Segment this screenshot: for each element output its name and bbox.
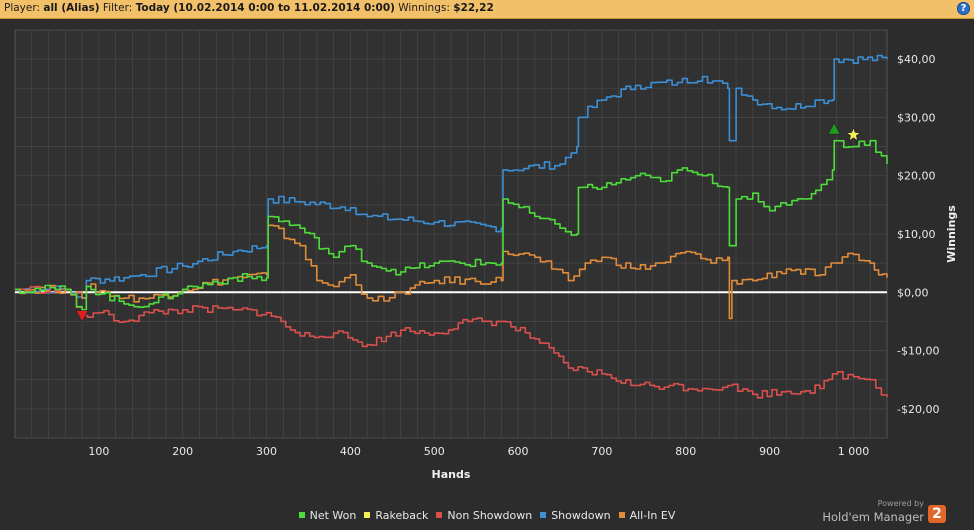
- series-line-net-won: [15, 139, 888, 311]
- x-tick-label: 100: [88, 445, 109, 458]
- y-tick-label: -$10,00: [897, 345, 939, 358]
- series-line-all-in-ev: [15, 224, 888, 320]
- chart-header-bar: Player: all (Alias) Filter: Today (10.02…: [0, 0, 974, 19]
- x-tick-label: 200: [172, 445, 193, 458]
- filter-value: Today (10.02.2014 0:00 to 11.02.2014 0:0…: [135, 2, 395, 14]
- legend-item[interactable]: Showdown: [540, 509, 611, 522]
- brand-name: Hold'em Manager: [822, 510, 924, 524]
- y-tick-label: $20,00: [897, 170, 936, 183]
- series-line-non-showdown: [15, 285, 888, 399]
- y-tick-label: -$20,00: [897, 403, 939, 416]
- legend-swatch: [618, 512, 625, 518]
- legend-swatch: [436, 512, 443, 518]
- x-tick-label: 700: [591, 445, 612, 458]
- marker-max: [827, 122, 841, 135]
- chart-markers: [75, 122, 861, 323]
- chart-legend: Net Won Rakeback Non Showdown Showdown All-I…: [0, 509, 974, 522]
- legend-item[interactable]: Non Showdown: [436, 509, 532, 522]
- legend-item[interactable]: Rakeback: [364, 509, 428, 522]
- winnings-chart: 100 200 300 400 500 600 700 800 900 1 000 $40,00$…: [14, 29, 958, 481]
- help-icon[interactable]: ?: [957, 2, 970, 15]
- y-axis-ticks: $40,00 $30,00 $20,00 $10,00 $0,00 -$10,00 -$20…: [897, 53, 939, 416]
- legend-item[interactable]: All-In EV: [618, 509, 676, 522]
- branding: Powered by Hold'em Manager 2: [822, 499, 964, 527]
- winnings-value: $22,22: [453, 2, 494, 14]
- series-lines: [15, 54, 888, 399]
- marker-min: [75, 310, 89, 323]
- hem2-logo-icon: 2: [928, 505, 946, 523]
- y-tick-label: $0,00: [897, 286, 929, 299]
- filter-label: Filter:: [102, 2, 133, 14]
- player-value: all (Alias): [43, 2, 100, 14]
- legend-swatch: [364, 512, 371, 518]
- legend-label: All-In EV: [629, 509, 676, 522]
- y-axis-label: Winnings: [945, 205, 958, 263]
- x-tick-label: 800: [675, 445, 696, 458]
- y-tick-label: $10,00: [897, 228, 936, 241]
- series-line-showdown: [15, 54, 888, 299]
- x-tick-label: 300: [256, 445, 277, 458]
- legend-label: Showdown: [551, 509, 611, 522]
- x-axis-label: Hands: [432, 468, 471, 481]
- winnings-label: Winnings:: [398, 2, 450, 14]
- powered-by-text: Powered by: [877, 499, 924, 508]
- y-tick-label: $30,00: [897, 111, 936, 124]
- player-label: Player:: [4, 2, 41, 14]
- legend-item[interactable]: Net Won: [298, 509, 357, 522]
- x-tick-label: 500: [424, 445, 445, 458]
- x-tick-label: 1 000: [838, 445, 870, 458]
- legend-label: Non Showdown: [447, 509, 533, 522]
- marker-rakeback-star: [845, 127, 861, 142]
- x-axis-ticks: 100 200 300 400 500 600 700 800 900 1 000: [88, 445, 869, 458]
- x-tick-label: 400: [340, 445, 361, 458]
- legend-swatch: [298, 512, 305, 518]
- x-tick-label: 900: [759, 445, 780, 458]
- legend-label: Rakeback: [375, 509, 429, 522]
- legend-swatch: [540, 512, 547, 518]
- legend-label: Net Won: [309, 509, 357, 522]
- y-tick-label: $40,00: [897, 53, 936, 66]
- header-text: Player: all (Alias) Filter: Today (10.02…: [4, 0, 494, 17]
- x-tick-label: 600: [508, 445, 529, 458]
